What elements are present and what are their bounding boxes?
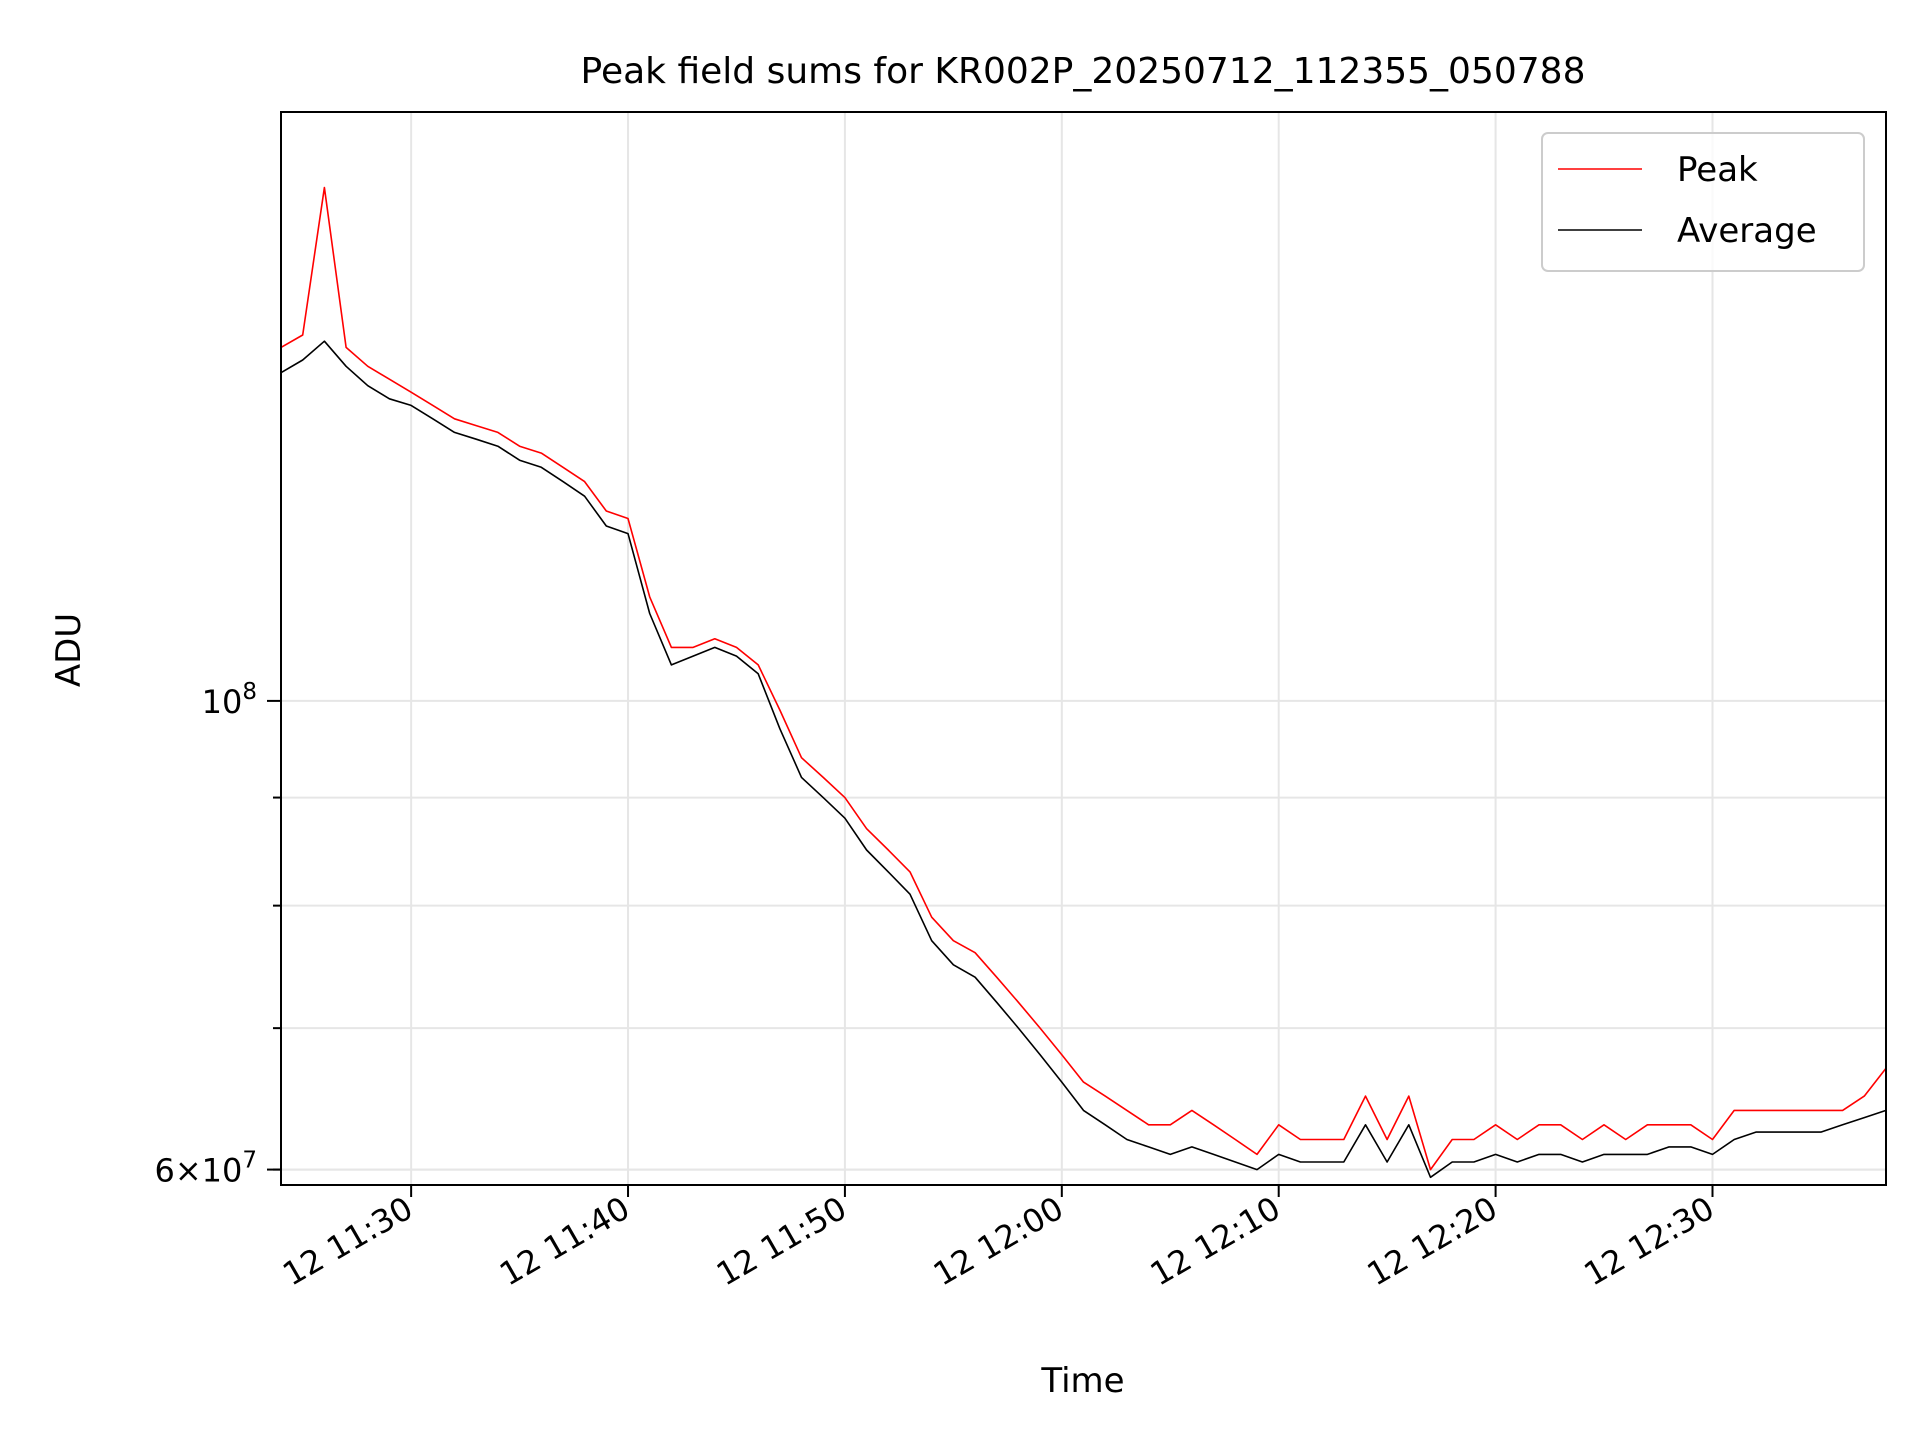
legend-box (1541, 132, 1865, 272)
y-tick-label: 6×107 (154, 1148, 257, 1190)
y-tick-label: 108 (202, 679, 257, 721)
legend: Peak Average (1541, 132, 1865, 272)
series-line-peak (280, 186, 1887, 1171)
legend-average-label: Average (1677, 211, 1817, 251)
series-line-average (280, 340, 1887, 1179)
legend-peak-label: Peak (1677, 150, 1758, 190)
series-lines (280, 186, 1887, 1179)
chart-title: Peak field sums for KR002P_20250712_1123… (581, 51, 1586, 92)
x-axis-label: Time (1040, 1361, 1124, 1401)
plot-frame (280, 111, 1887, 1186)
grid-lines (281, 112, 1886, 1185)
y-axis-label: ADU (49, 613, 89, 687)
